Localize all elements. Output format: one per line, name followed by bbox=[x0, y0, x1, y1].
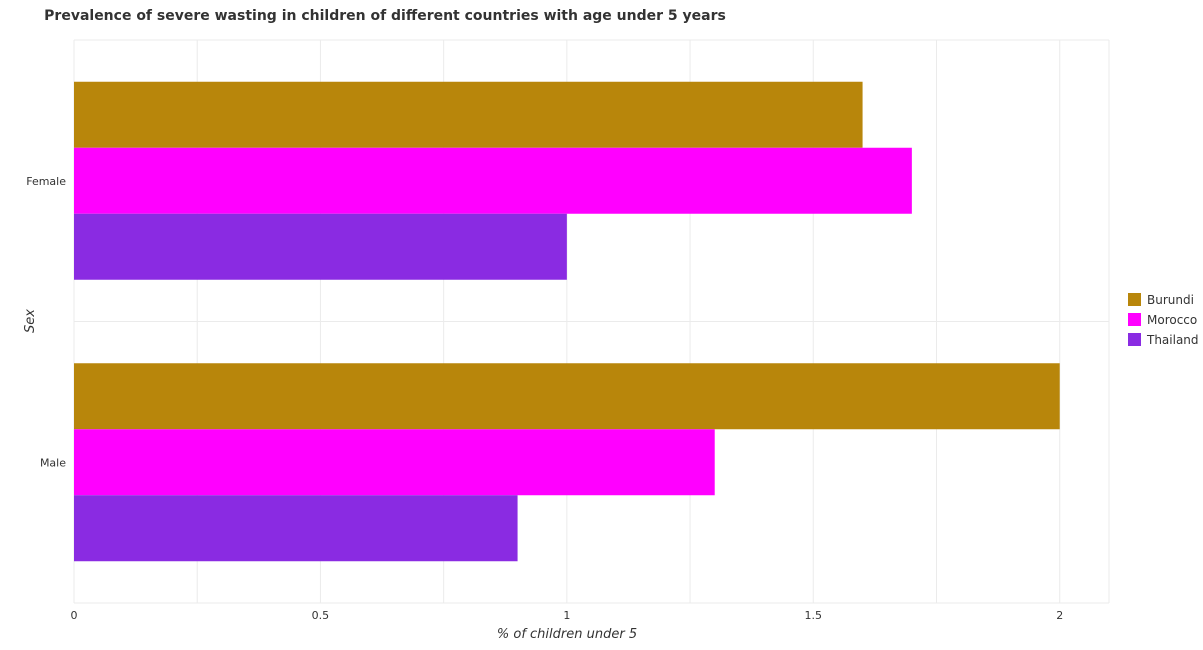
x-tick-label: 1 bbox=[563, 609, 570, 622]
legend-swatch-burundi bbox=[1128, 293, 1141, 306]
x-axis-label: % of children under 5 bbox=[497, 627, 637, 642]
bar-burundi-female bbox=[74, 81, 863, 148]
legend-label-thailand: Thailand bbox=[1146, 333, 1199, 347]
legend-swatch-thailand bbox=[1128, 333, 1141, 346]
legend-swatch-morocco bbox=[1128, 313, 1141, 326]
bar-morocco-female bbox=[74, 147, 912, 214]
bar-burundi-male bbox=[74, 363, 1060, 430]
bar-morocco-male bbox=[74, 429, 715, 496]
x-tick-label: 2 bbox=[1056, 609, 1063, 622]
bars bbox=[74, 81, 1060, 562]
legend: Burundi Morocco Thailand bbox=[1128, 293, 1199, 347]
y-tick-label: Male bbox=[40, 456, 66, 469]
legend-label-burundi: Burundi bbox=[1147, 293, 1194, 307]
x-tick-label: 1.5 bbox=[805, 609, 823, 622]
y-axis-ticks: Female Male bbox=[26, 175, 66, 470]
x-tick-label: 0 bbox=[71, 609, 78, 622]
bar-thailand-male bbox=[74, 495, 518, 562]
x-axis-ticks: 0 0.5 1 1.5 2 bbox=[71, 609, 1064, 622]
legend-label-morocco: Morocco bbox=[1147, 313, 1197, 327]
bar-thailand-female bbox=[74, 213, 567, 280]
chart-title: Prevalence of severe wasting in children… bbox=[44, 8, 726, 24]
x-tick-label: 0.5 bbox=[312, 609, 330, 622]
y-tick-label: Female bbox=[26, 175, 66, 188]
y-axis-label: Sex bbox=[23, 309, 38, 333]
